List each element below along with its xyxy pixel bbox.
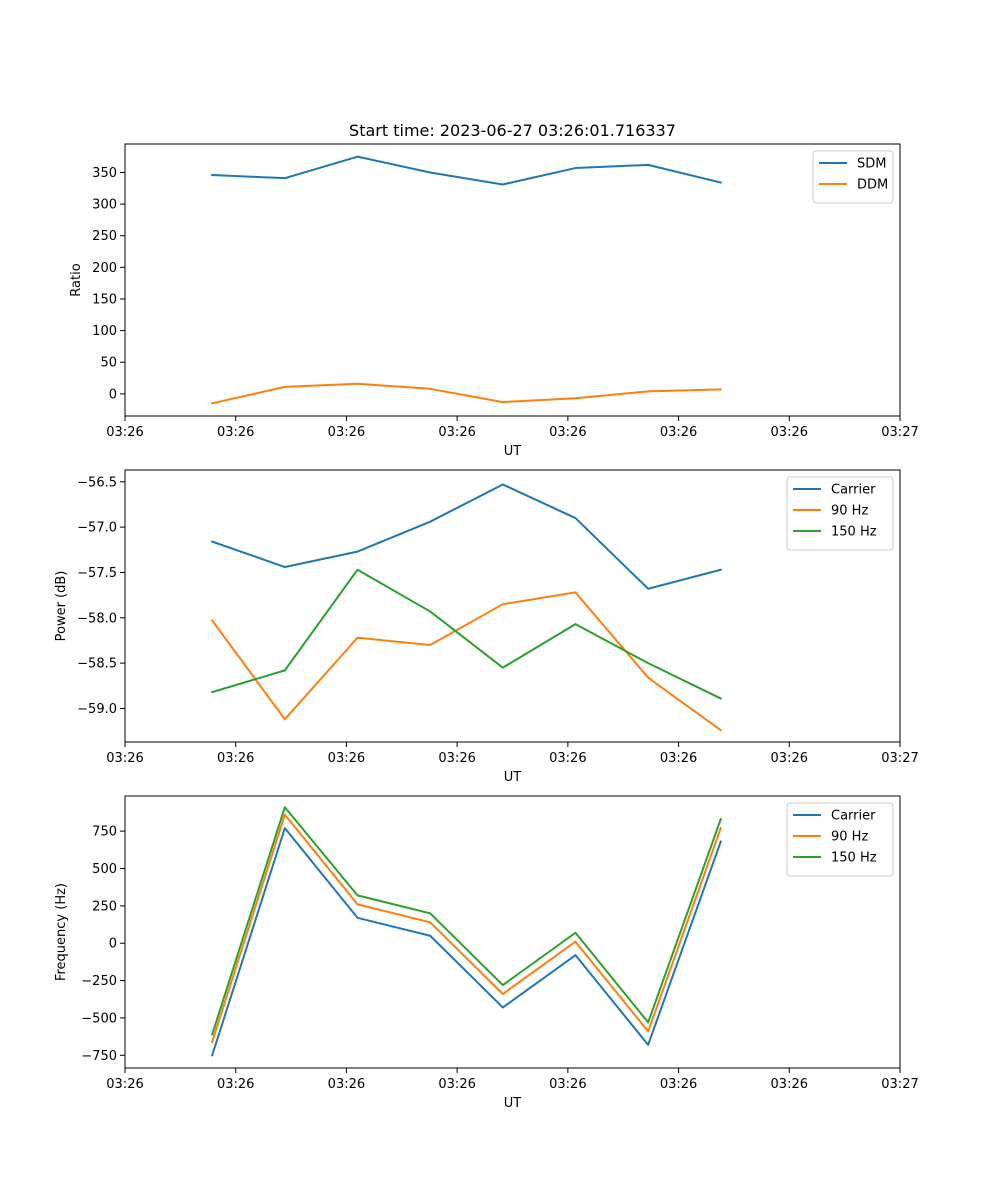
x-tick-label: 03:26 <box>217 1077 254 1092</box>
plot-frame <box>124 795 901 1069</box>
x-tick-label: 03:26 <box>328 1077 365 1092</box>
legend-label: DDM <box>857 178 888 193</box>
legend: SDM DDM <box>812 150 894 204</box>
legend-label: 150 Hz <box>831 525 877 540</box>
y-tick-label: 350 <box>92 166 117 181</box>
subplot-3: 03:26 03:26 03:26 03:26 03:26 03:26 03:26 03:27… <box>54 795 919 1111</box>
y-tick-label: 0 <box>109 937 117 952</box>
x-tick-label: 03:26 <box>438 1077 475 1092</box>
y-tick-label: 500 <box>92 862 117 877</box>
x-tick-label: 03:26 <box>106 751 143 766</box>
series-line-90-hz <box>210 813 723 1044</box>
x-axis-label: UT <box>504 770 522 785</box>
series-line-150-hz <box>210 568 723 700</box>
x-tick-label: 03:27 <box>881 425 918 440</box>
y-tick-label: 150 <box>92 292 117 307</box>
x-axis-label: UT <box>504 444 522 459</box>
legend: Carrier 90 Hz 150 Hz <box>786 802 894 877</box>
y-tick-label: −750 <box>81 1049 117 1064</box>
y-tick-label: 300 <box>92 198 117 213</box>
y-tick-label: −250 <box>81 974 117 989</box>
series-line-150-hz <box>210 806 723 1036</box>
x-tick-label: 03:26 <box>106 1077 143 1092</box>
legend: Carrier 90 Hz 150 Hz <box>786 476 894 551</box>
x-tick-label: 03:26 <box>660 1077 697 1092</box>
y-axis-label: Ratio <box>69 263 84 296</box>
y-tick-label: 0 <box>109 387 117 402</box>
x-tick-label: 03:26 <box>549 425 586 440</box>
x-tick-label: 03:26 <box>660 425 697 440</box>
x-tick-label: 03:26 <box>328 425 365 440</box>
series-line-sdm <box>211 155 722 186</box>
x-tick-label: 03:26 <box>771 425 808 440</box>
x-tick-label: 03:26 <box>328 751 365 766</box>
y-tick-label: −57.0 <box>77 521 117 536</box>
x-tick-label: 03:27 <box>881 751 918 766</box>
y-tick-label: 200 <box>92 261 117 276</box>
plot-frame <box>124 143 901 417</box>
legend-label: Carrier <box>831 483 876 498</box>
subplot-2: 03:26 03:26 03:26 03:26 03:26 03:26 03:26 03:27… <box>54 469 919 785</box>
legend-label: SDM <box>857 157 886 172</box>
y-tick-label: −58.5 <box>77 657 117 672</box>
y-tick-label: −56.5 <box>77 475 117 490</box>
y-tick-label: 50 <box>100 356 117 371</box>
y-tick-label: −58.0 <box>77 611 117 626</box>
x-tick-label: 03:27 <box>881 1077 918 1092</box>
y-tick-label: −59.0 <box>77 702 117 717</box>
x-tick-label: 03:26 <box>217 425 254 440</box>
x-tick-label: 03:26 <box>660 751 697 766</box>
y-tick-label: −500 <box>81 1011 117 1026</box>
x-axis-label: UT <box>504 1096 522 1111</box>
x-tick-label: 03:26 <box>771 1077 808 1092</box>
x-tick-label: 03:26 <box>771 751 808 766</box>
legend-label: Carrier <box>831 809 876 824</box>
x-tick-label: 03:26 <box>549 1077 586 1092</box>
figure-title: Start time: 2023-06-27 03:26:01.716337 <box>349 121 676 140</box>
y-tick-label: 100 <box>92 324 117 339</box>
series-line-carrier <box>210 827 723 1057</box>
plot-frame <box>124 469 901 743</box>
series-line-carrier <box>210 483 723 590</box>
y-tick-label: 250 <box>92 899 117 914</box>
x-tick-label: 03:26 <box>217 751 254 766</box>
series-line-90-hz <box>210 591 723 732</box>
x-tick-label: 03:26 <box>549 751 586 766</box>
subplots: 03:26 03:26 03:26 03:26 03:26 03:26 03:26 03:27… <box>54 143 919 1111</box>
subplot-1: 03:26 03:26 03:26 03:26 03:26 03:26 03:26 03:27… <box>69 143 919 459</box>
legend-label: 150 Hz <box>831 851 877 866</box>
y-tick-label: 250 <box>92 229 117 244</box>
y-tick-label: 750 <box>92 825 117 840</box>
y-tick-label: −57.5 <box>77 566 117 581</box>
legend-label: 90 Hz <box>831 504 868 519</box>
x-tick-label: 03:26 <box>438 751 475 766</box>
y-axis-label: Frequency (Hz) <box>54 883 69 981</box>
series-line-ddm <box>210 382 722 405</box>
x-tick-label: 03:26 <box>106 425 143 440</box>
x-tick-label: 03:26 <box>438 425 475 440</box>
y-axis-label: Power (dB) <box>54 571 69 642</box>
legend-label: 90 Hz <box>831 830 868 845</box>
